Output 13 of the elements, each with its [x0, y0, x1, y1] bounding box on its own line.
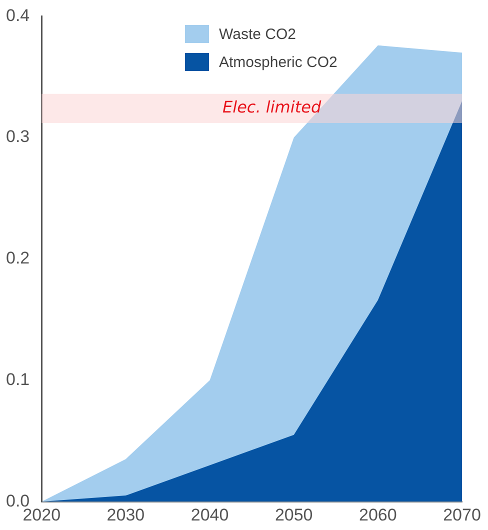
- x-tick-label: 2060: [359, 505, 397, 524]
- x-tick-label: 2020: [22, 505, 61, 524]
- band-label: Elec. limited: [222, 98, 322, 117]
- x-tick-label: 2050: [274, 505, 313, 524]
- y-tick-label: 0.2: [6, 248, 30, 268]
- legend-label: Atmospheric CO2: [218, 52, 338, 72]
- x-tick-label: 2070: [443, 505, 481, 524]
- y-tick-label: 0.1: [6, 370, 30, 389]
- y-tick-label: 0.4: [6, 6, 30, 25]
- x-tick-label: 2040: [190, 505, 229, 524]
- y-tick-label: 0.3: [6, 127, 30, 146]
- legend-label: Waste CO2: [218, 24, 297, 44]
- x-tick-label: 2030: [106, 505, 145, 524]
